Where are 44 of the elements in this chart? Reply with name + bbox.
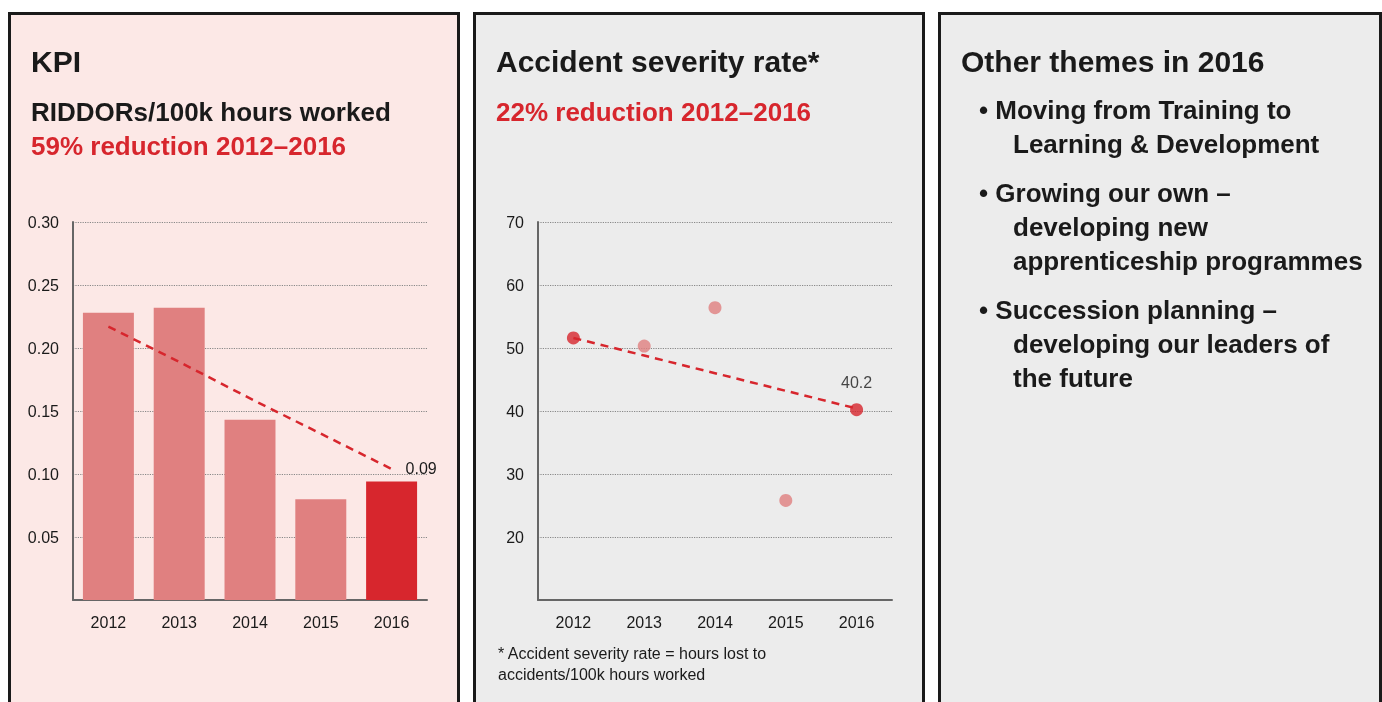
x-tick-label: 2014 [232,613,268,631]
text: • Succession planning – developing our leaders of the future [979,294,1331,395]
data-label: 40.2 [841,373,873,391]
text: * Accident severity rate = hours lost to accidents/100k hours worked [498,644,768,685]
chart-title: KPI [31,45,82,79]
chart-subtitle: 59% reduction 2012–2016 [31,131,347,162]
point [779,493,793,507]
text: • Growing our own – developing new apprenticeship programmes [979,177,1363,278]
chart-title: Accident severity rate* [496,45,820,79]
chart-subtitle: 22% reduction 2012–2016 [496,97,812,128]
y-tick-label: 0.30 [27,213,60,231]
bar [295,499,347,600]
bar [153,307,205,600]
y-tick-label: 70 [506,213,525,231]
bar [82,312,134,600]
x-tick-label: 2013 [161,613,198,631]
text: • Moving from Training to Learning & Development [979,94,1321,161]
line-series [107,325,393,471]
x-tick-label: 2015 [768,613,804,631]
x-tick-label: 2012 [555,613,592,631]
bar [224,419,276,600]
y-tick-label: 30 [506,465,525,483]
y-tick-label: 40 [506,402,525,420]
x-tick-label: 2014 [697,613,733,631]
x-tick-label: 2016 [838,613,875,631]
y-tick-label: 0.25 [27,276,60,294]
y-axis-title: RIDDORs/100k hours worked [31,97,391,128]
y-tick-label: 50 [506,339,525,357]
y-tick-label: 0.20 [27,339,60,357]
y-tick-label: 20 [506,528,525,546]
bar [366,481,418,600]
text: Other themes in 2016 [961,45,1265,79]
point [637,339,651,353]
y-tick-label: 0.05 [27,528,60,546]
point [850,403,864,417]
x-tick-label: 2012 [90,613,127,631]
y-tick-label: 0.15 [27,402,60,420]
point [708,301,722,315]
y-tick-label: 60 [506,276,525,294]
x-tick-label: 2016 [373,613,410,631]
data-label: 0.09 [405,460,437,478]
x-tick-label: 2015 [303,613,339,631]
y-tick-label: 0.10 [27,465,60,483]
x-tick-label: 2013 [626,613,663,631]
